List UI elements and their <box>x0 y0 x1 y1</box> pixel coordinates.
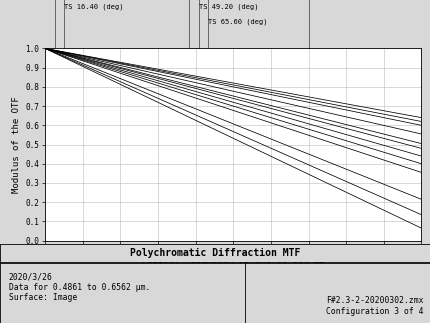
Text: 2020/3/26
Data for 0.4861 to 0.6562 μm.
Surface: Image: 2020/3/26 Data for 0.4861 to 0.6562 μm. … <box>9 272 150 302</box>
Y-axis label: Modulus of the OTF: Modulus of the OTF <box>12 96 21 193</box>
X-axis label: Spatial Frequency in cycles per mm: Spatial Frequency in cycles per mm <box>142 260 325 269</box>
Text: F#2.3-2-20200302.zmx
Configuration 3 of 4: F#2.3-2-20200302.zmx Configuration 3 of … <box>326 297 424 316</box>
Text: Polychromatic Diffraction MTF: Polychromatic Diffraction MTF <box>130 248 300 258</box>
Text: TS 16.40 (deg): TS 16.40 (deg) <box>64 4 123 10</box>
Text: TS 49.20 (deg): TS 49.20 (deg) <box>199 4 258 10</box>
Text: TS 65.60 (deg): TS 65.60 (deg) <box>208 19 268 26</box>
